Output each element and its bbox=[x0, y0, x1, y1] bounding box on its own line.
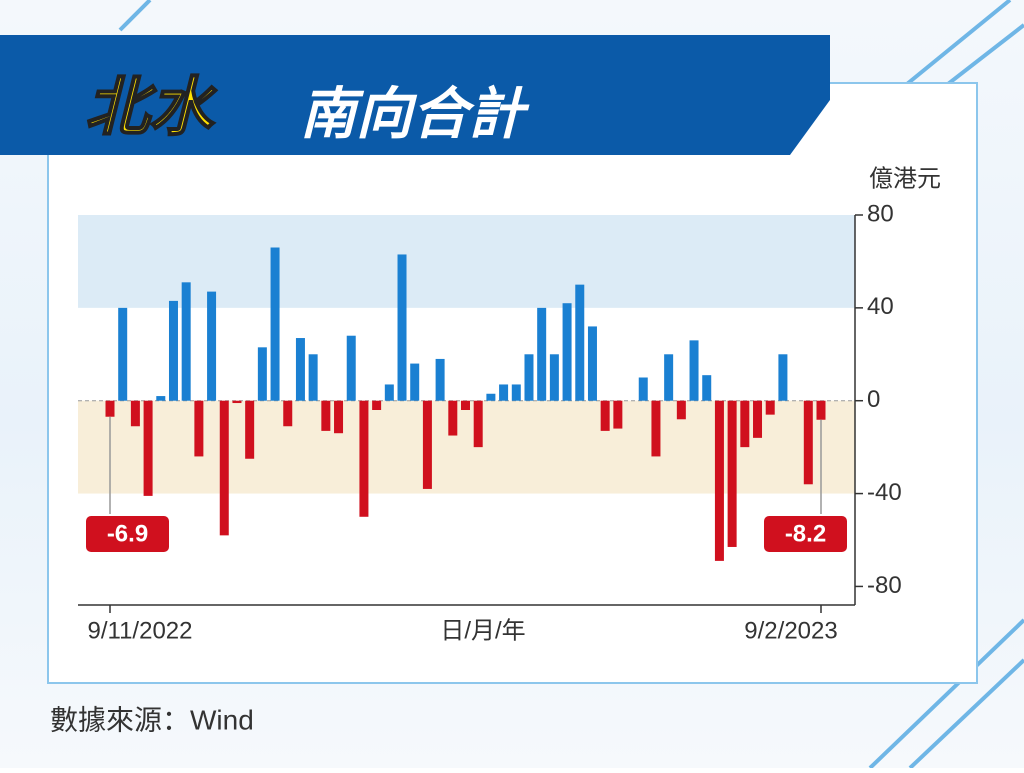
bar bbox=[600, 400, 610, 431]
bar bbox=[346, 335, 356, 401]
x-tick-label: 9/11/2022 bbox=[88, 617, 193, 644]
bar bbox=[143, 400, 153, 496]
unit-label: 億港元 bbox=[869, 165, 941, 192]
bar bbox=[537, 307, 547, 401]
bar bbox=[219, 400, 229, 536]
bar bbox=[168, 300, 178, 401]
bar bbox=[422, 400, 432, 489]
bar bbox=[549, 354, 559, 401]
bar bbox=[727, 400, 737, 547]
y-tick-label: -80 bbox=[867, 572, 902, 599]
bar bbox=[461, 400, 470, 410]
bar bbox=[664, 354, 674, 401]
bar bbox=[816, 400, 826, 420]
bar bbox=[562, 303, 572, 401]
data-label: -6.9 bbox=[107, 520, 148, 547]
bar bbox=[321, 400, 331, 431]
band bbox=[78, 215, 855, 308]
bar bbox=[295, 338, 305, 401]
chart-title: 南向合計 bbox=[300, 82, 530, 145]
bar bbox=[384, 384, 394, 401]
bar bbox=[473, 400, 483, 448]
bar bbox=[702, 375, 712, 401]
bar bbox=[283, 400, 293, 427]
bar bbox=[156, 396, 166, 401]
bar bbox=[372, 400, 382, 410]
bar bbox=[334, 400, 344, 434]
y-tick-label: -40 bbox=[867, 479, 902, 506]
bar bbox=[676, 400, 686, 420]
bar bbox=[194, 400, 204, 457]
bar bbox=[740, 400, 750, 448]
bar bbox=[714, 400, 724, 561]
bar bbox=[575, 284, 585, 401]
bar bbox=[435, 358, 445, 401]
bar bbox=[486, 393, 496, 401]
title-highlight: 北水 bbox=[85, 71, 217, 143]
y-tick-label: 40 bbox=[867, 293, 894, 320]
bar bbox=[778, 354, 788, 401]
plot: 80 40 0 -40 -80 9/11/2022 9/2/2023 -6.9 -8.2 bbox=[78, 200, 902, 644]
bar bbox=[638, 377, 648, 401]
bar bbox=[118, 307, 128, 401]
bar bbox=[181, 282, 191, 401]
bar bbox=[524, 354, 534, 401]
bar bbox=[753, 400, 763, 438]
bar bbox=[245, 400, 255, 459]
bar bbox=[270, 247, 280, 401]
x-tick-label: 9/2/2023 bbox=[744, 617, 837, 644]
bar bbox=[207, 291, 217, 401]
source: 數據來源：Wind bbox=[50, 704, 254, 735]
data-label-box bbox=[762, 514, 849, 554]
y-tick-label: 0 bbox=[867, 386, 880, 413]
bar bbox=[613, 400, 623, 429]
band bbox=[78, 400, 855, 494]
y-tick-label: 80 bbox=[867, 200, 894, 227]
title-banner bbox=[0, 35, 830, 155]
bar bbox=[308, 354, 318, 401]
bar bbox=[511, 384, 521, 401]
data-label: -8.2 bbox=[785, 520, 826, 547]
bar bbox=[257, 347, 267, 401]
bar bbox=[803, 400, 813, 485]
data-label-box bbox=[84, 514, 171, 554]
bar bbox=[765, 400, 775, 415]
bar bbox=[397, 254, 407, 401]
bar bbox=[232, 400, 242, 404]
bar bbox=[499, 384, 509, 401]
bar bbox=[359, 400, 369, 517]
bar bbox=[130, 400, 140, 427]
x-axis-label: 日/月/年 bbox=[440, 617, 525, 644]
bar bbox=[410, 363, 420, 401]
bar bbox=[689, 340, 699, 401]
bar bbox=[105, 400, 115, 417]
bar bbox=[651, 400, 661, 457]
chart-panel bbox=[47, 82, 978, 684]
bar bbox=[448, 400, 458, 436]
bar bbox=[587, 326, 597, 401]
